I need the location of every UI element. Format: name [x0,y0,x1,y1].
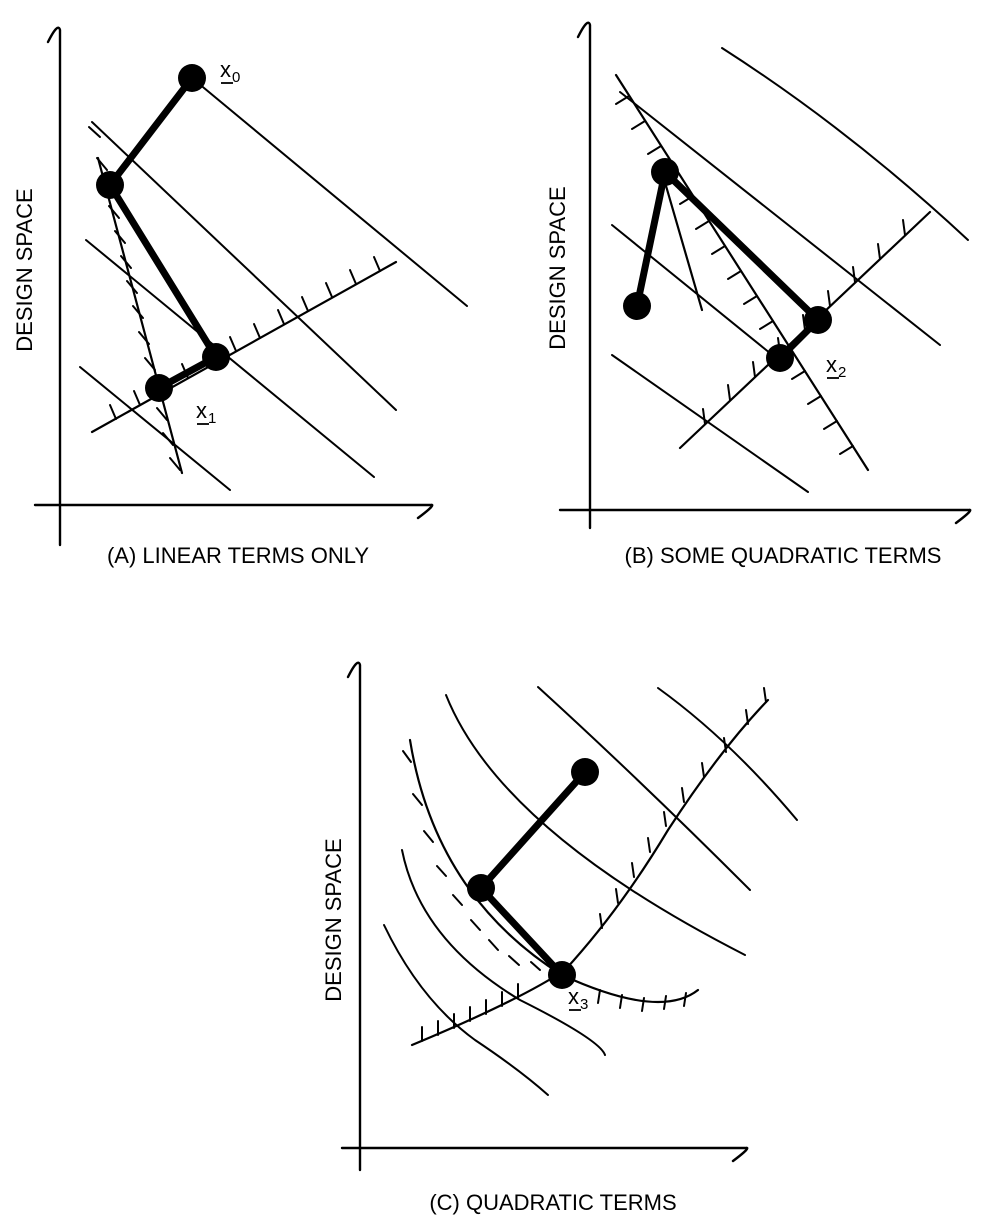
panel-b-path-2 [661,168,822,324]
panel-c-point-1 [571,758,599,786]
panel-a-path-1 [106,74,196,189]
panel-c-contour-2 [537,686,751,891]
panel-c-path-1 [477,768,589,892]
panel-b-constraint-1-hatch [615,95,854,455]
panel-c-path-2 [477,884,566,979]
panel-b-point-1 [623,292,651,320]
panel-b-path-1 [633,168,669,310]
panel-b-point-3 [804,306,832,334]
panel-b: x2 DESIGN SPACE (B) SOME QUADRATIC TERMS [545,21,972,568]
panel-b-label-x2-sub: 2 [838,364,846,381]
panel-a-constraint-2 [90,260,398,434]
panel-c-constraint-1 [408,738,700,1004]
panel-b-contour-3 [611,224,777,359]
panel-a-x-axis [33,503,434,520]
panel-b-contour-1 [721,47,969,241]
panel-b-constraint-2 [660,170,704,312]
panel-b-constraint-1 [614,73,870,472]
panel-a-contour-2 [91,121,397,411]
panel-c-constraint-2 [410,698,770,1047]
panel-a-contour-4 [79,366,231,491]
panel-b-contour-4 [611,354,809,493]
panel-a-point-3 [202,343,230,371]
panel-c-label-x3: x3 [568,984,588,1013]
panel-b-caption: (B) SOME QUADRATIC TERMS [625,543,942,568]
panel-b-point-x2 [766,344,794,372]
panel-c-constraint-1-hatch [402,750,687,1012]
panel-a-label-x1-sub: 1 [208,410,216,427]
panel-a-label-x0-letter: x [220,57,231,82]
panel-c-axis-label: DESIGN SPACE [321,838,346,1001]
panel-a-path-2 [106,181,220,361]
panel-b-x-axis [558,508,972,525]
panel-a-axis-label: DESIGN SPACE [12,188,37,351]
panel-b-y-axis [576,21,592,530]
panel-c-point-2 [467,874,495,902]
panel-a-caption: (A) LINEAR TERMS ONLY [107,543,369,568]
panel-c-contour-3 [445,694,746,956]
panel-c-y-axis [346,661,362,1172]
panel-b-label-x2: x2 [826,352,846,381]
panel-b-contour-2 [619,91,941,346]
panel-a-label-x0: x0 [220,57,240,86]
panel-a-point-x1 [145,374,173,402]
panel-b-axis-label: DESIGN SPACE [545,186,570,349]
panel-a-label-x0-sub: 0 [232,69,240,86]
panel-c-contour-5 [383,924,549,1096]
panel-a: x0 x1 DESIGN SPACE (A) LINEAR TERMS ONLY [12,26,468,568]
panel-b-point-2 [651,158,679,186]
panel-c-point-x3 [548,961,576,989]
panel-c-x-axis [340,1146,749,1163]
panel-c-label-x3-letter: x [568,984,579,1009]
panel-c-contour-1 [657,687,798,821]
panel-c: x3 DESIGN SPACE (C) QUADRATIC TERMS [321,661,798,1215]
panel-a-contour-3 [85,239,375,478]
panel-a-point-2 [96,171,124,199]
panel-a-point-x0 [178,64,206,92]
panel-a-contour-1 [191,77,468,307]
panel-c-constraint-2-hatch [421,687,767,1042]
panel-a-label-x1-letter: x [196,398,207,423]
panel-c-caption: (C) QUADRATIC TERMS [429,1190,676,1215]
panel-b-label-x2-letter: x [826,352,837,377]
panel-c-label-x3-sub: 3 [580,996,588,1013]
panel-c-contour-4 [401,849,606,1056]
panel-a-y-axis [46,26,62,547]
panel-a-label-x1: x1 [196,398,216,427]
panel-b-constraint-3-hatch [702,219,906,425]
